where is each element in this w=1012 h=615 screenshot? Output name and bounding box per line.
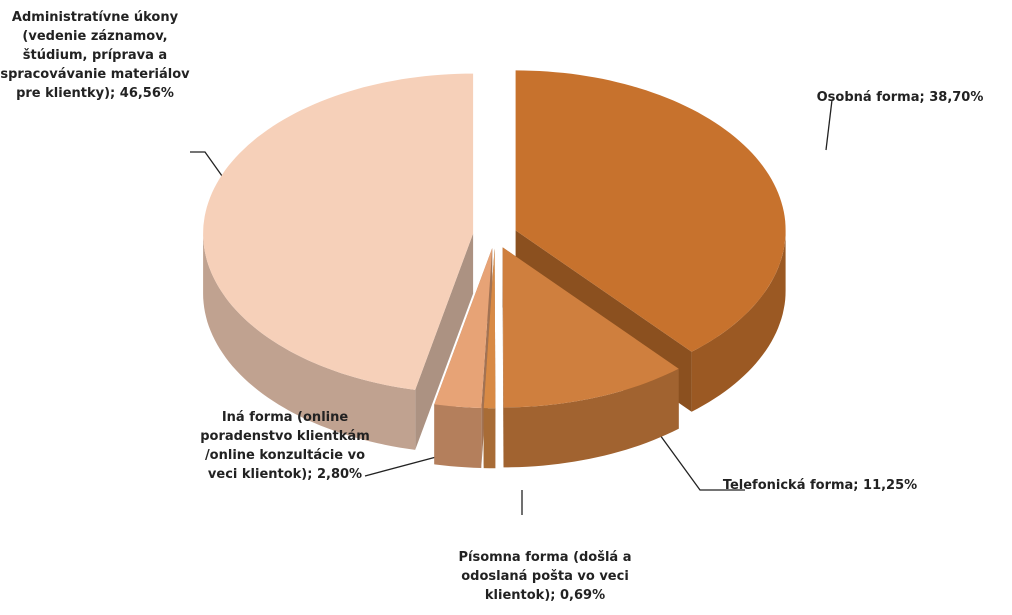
slice-side: [483, 408, 496, 469]
leader-line: [659, 434, 745, 491]
slice-side: [503, 368, 679, 468]
slice-top: [502, 247, 679, 408]
slice-top: [515, 70, 786, 352]
leader-line: [825, 99, 833, 151]
data-label: Písomna forma (došlá a odoslaná pošta vo…: [458, 550, 632, 603]
pie-slice: [203, 73, 474, 450]
slice-side: [691, 230, 786, 412]
slice-top: [203, 73, 474, 390]
slice-top: [483, 248, 496, 409]
data-label: Administratívne úkony (vedenie záznamov,…: [0, 10, 190, 101]
slice-wall: [502, 247, 504, 468]
pie-slice: [483, 248, 496, 469]
data-label: Iná forma (online poradenstvo klientkám …: [200, 410, 370, 482]
slice-wall: [415, 233, 474, 450]
slice-side: [203, 233, 416, 450]
slice-top: [434, 248, 493, 408]
pie-slice: [502, 247, 679, 468]
slice-side: [434, 404, 482, 468]
data-label: Osobná forma; 38,70%: [816, 90, 984, 105]
data-label: Telefonická forma; 11,25%: [722, 478, 918, 493]
